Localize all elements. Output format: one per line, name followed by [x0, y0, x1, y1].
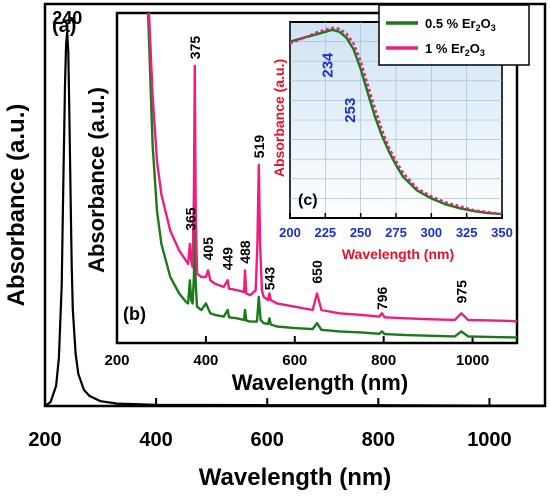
inset-b-y-axis-title: Absorbance (a.u.)	[84, 87, 109, 273]
inset-b-peak-label-519: 519	[251, 135, 267, 159]
panel-a-label: (a)	[52, 15, 76, 37]
inset-c-annotation-253: 253	[342, 98, 359, 123]
legend-label-1: 1 % Er2O3	[425, 41, 485, 58]
inset-b-peak-label-796: 796	[374, 286, 390, 310]
main-x-tick-label-2: 600	[251, 429, 284, 451]
main-x-tick-label-3: 800	[362, 429, 395, 451]
inset-c-x-ticks: 200 225 250 275 300 325 350	[279, 213, 513, 240]
main-x-tick-label-4: 1000	[467, 429, 512, 451]
legend-label-0: 0.5 % Er2O3	[425, 16, 496, 33]
inset_c-series-0-line	[289, 28, 503, 216]
inset_c-x-tick-label-5: 325	[456, 225, 478, 240]
inset_c-x-tick-label-4: 300	[420, 225, 442, 240]
inset-b-peak-label-488: 488	[237, 240, 253, 264]
inset-c-series	[289, 26, 503, 216]
inset-b-x-axis-title: Wavelength (nm)	[232, 370, 408, 395]
panel-b-label: (b)	[123, 304, 146, 324]
inset_c-x-tick-label-6: 350	[491, 225, 513, 240]
inset_c-x-tick-label-2: 250	[350, 225, 372, 240]
main-x-tick-label-0: 200	[28, 429, 61, 451]
inset_b-x-tick-label-2: 600	[282, 352, 307, 369]
inset-b-peak-label-375: 375	[187, 36, 203, 60]
inset-b-x-ticks: 200 400 600 800 1000	[104, 336, 489, 369]
inset-b-peak-label-650: 650	[309, 260, 325, 284]
main-peak-label: 240	[52, 8, 82, 28]
main-x-tick-label-1: 400	[139, 429, 172, 451]
inset-b-peak-label-405: 405	[200, 237, 216, 261]
inset_b-series-0-line	[146, 12, 518, 339]
main-series-0-line	[44, 30, 545, 407]
inset-c-x-axis-title: Wavelength (nm)	[342, 246, 454, 262]
inset-b-peak-label-365: 365	[182, 207, 198, 231]
inset_b-series-1-line	[147, 12, 518, 323]
inset-c-annotations: 234 253	[319, 52, 359, 123]
main-x-axis-title: Wavelength (nm)	[199, 464, 391, 491]
inset_b-x-tick-label-3: 800	[371, 352, 396, 369]
inset-b-peak-label-975: 975	[453, 280, 469, 304]
inset_b-x-tick-label-0: 200	[104, 352, 129, 369]
inset_b-x-tick-label-4: 1000	[456, 352, 489, 369]
main-series	[44, 30, 545, 407]
main-plot: 200 400 600 800 1000 (a) 240 Wavelength (nm)…	[3, 2, 547, 491]
main-y-axis-title: Absorbance (a.u.)	[3, 104, 30, 307]
inset_c-x-tick-label-0: 200	[279, 225, 301, 240]
panel-c-label: (c)	[298, 192, 318, 209]
inset-b-series	[146, 12, 518, 339]
inset-b-peak-label-543: 543	[261, 267, 277, 291]
inset-b-peak-label-449: 449	[220, 247, 236, 271]
inset_b-x-tick-label-1: 400	[193, 352, 218, 369]
inset-b-peak-labels: 365 375 405 449 488 519 543 650 796 975	[182, 36, 469, 310]
legend-box	[378, 4, 530, 66]
inset_c-x-tick-label-3: 275	[385, 225, 407, 240]
inset-c-y-axis-title: Absorbance (a.u.)	[271, 59, 287, 177]
inset_c-x-tick-label-1: 225	[314, 225, 336, 240]
inset-c-annotation-234: 234	[319, 52, 336, 78]
legend: 0.5 % Er2O3 1 % Er2O3	[378, 4, 530, 66]
